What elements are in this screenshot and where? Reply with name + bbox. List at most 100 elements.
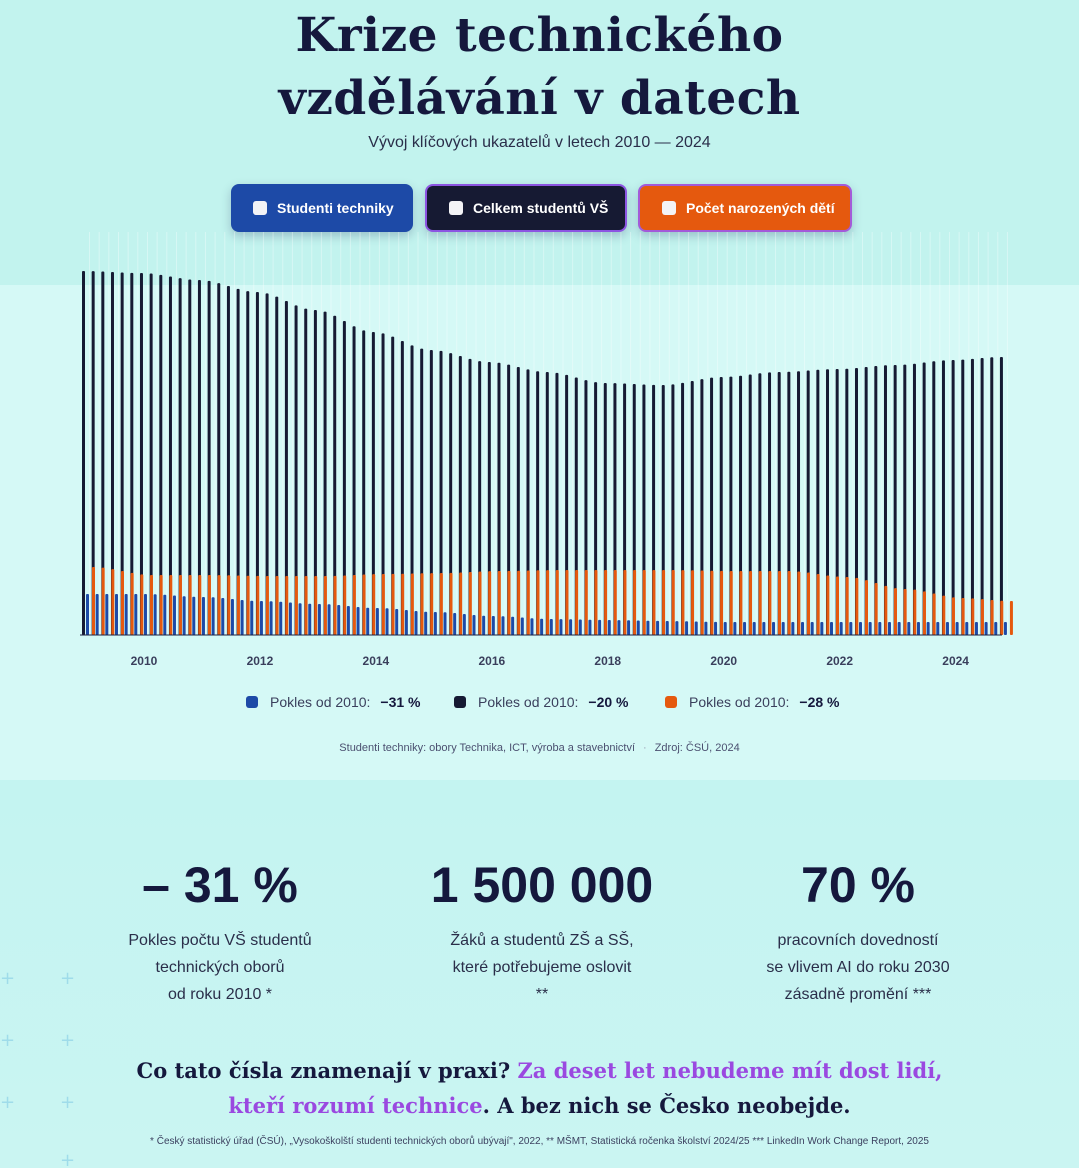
bar-celkem-studentu xyxy=(903,364,907,635)
background-column xyxy=(861,232,863,635)
background-column xyxy=(436,232,438,635)
claim-text: Co tato čísla znamenají v praxi? xyxy=(136,1058,518,1083)
bar-narozene-deti xyxy=(932,593,936,635)
bar-narozene-deti xyxy=(198,575,202,635)
bar-narozene-deti xyxy=(169,575,173,635)
background-column xyxy=(678,232,680,635)
title-line-1: Krize technického xyxy=(295,8,784,63)
x-tick-label: 2010 xyxy=(131,654,158,668)
bar-celkem-studentu xyxy=(507,364,511,635)
bar-studenti-techniky xyxy=(453,613,457,635)
stat-desc-line: pracovních dovedností xyxy=(777,932,939,949)
bar-celkem-studentu xyxy=(478,361,482,635)
source-credit: Zdroj: ČSÚ, 2024 xyxy=(654,742,740,754)
background-column xyxy=(813,232,815,635)
plus-decoration: + xyxy=(0,1092,16,1113)
bar-celkem-studentu xyxy=(941,360,945,635)
background-column xyxy=(630,232,632,635)
bar-studenti-techniky xyxy=(511,616,515,635)
bar-studenti-techniky xyxy=(163,594,167,635)
background-column xyxy=(639,232,641,635)
bar-studenti-techniky xyxy=(95,594,99,635)
bar-narozene-deti xyxy=(671,570,675,635)
stat-description: pracovních dovedností se vlivem AI do ro… xyxy=(708,927,1008,1008)
background-column xyxy=(977,232,979,635)
bar-celkem-studentu xyxy=(806,370,810,635)
closing-statement: Co tato čísla znamenají v praxi? Za dese… xyxy=(0,1053,1079,1123)
bar-celkem-studentu xyxy=(980,357,984,635)
background-column xyxy=(301,232,303,635)
background-column xyxy=(610,232,612,635)
bar-narozene-deti xyxy=(304,576,308,635)
bar-narozene-deti xyxy=(149,575,153,635)
bar-studenti-techniky xyxy=(201,597,205,635)
source-note: Studenti techniky: obory Technika, ICT, … xyxy=(339,742,636,754)
bar-celkem-studentu xyxy=(420,348,424,635)
bar-narozene-deti xyxy=(826,575,830,635)
bar-narozene-deti xyxy=(874,583,878,635)
legend-value: −31 % xyxy=(380,694,421,710)
bar-celkem-studentu xyxy=(912,363,916,635)
toggle-narozene-deti[interactable]: Počet narozených dětí xyxy=(638,184,852,232)
bar-studenti-techniky xyxy=(675,621,679,635)
bar-narozene-deti xyxy=(333,575,337,635)
bar-narozene-deti xyxy=(323,576,327,635)
checkbox-icon[interactable] xyxy=(449,201,463,215)
background-column xyxy=(900,232,902,635)
bar-narozene-deti xyxy=(903,589,907,635)
background-column xyxy=(910,232,912,635)
bar-narozene-deti xyxy=(294,576,298,635)
bar-narozene-deti xyxy=(420,573,424,635)
bar-celkem-studentu xyxy=(294,305,298,635)
bar-narozene-deti xyxy=(227,575,231,635)
bar-celkem-studentu xyxy=(178,278,182,635)
footnote: * Český statistický úřad (ČSÚ), „Vysokoš… xyxy=(150,1136,929,1147)
bar-studenti-techniky xyxy=(588,619,592,635)
bar-studenti-techniky xyxy=(462,614,466,635)
bar-studenti-techniky xyxy=(810,622,814,635)
bar-studenti-techniky xyxy=(965,622,969,635)
bar-studenti-techniky xyxy=(221,598,225,635)
bar-studenti-techniky xyxy=(984,622,988,635)
bar-celkem-studentu xyxy=(323,311,327,635)
stat-desc-line: technických oborů xyxy=(155,959,285,976)
series-toggles: Studenti techniky Celkem studentů VŠ Poč… xyxy=(0,184,1079,232)
bar-studenti-techniky xyxy=(540,618,544,635)
background-column xyxy=(688,232,690,635)
background-column xyxy=(359,232,361,635)
bar-narozene-deti xyxy=(662,570,666,635)
stat-description: Žáků a studentů ZŠ a SŠ, které potřebuje… xyxy=(392,927,692,1008)
background-column xyxy=(794,232,796,635)
bar-narozene-deti xyxy=(555,570,559,635)
chart-legend: Pokles od 2010: −31 % Pokles od 2010: −2… xyxy=(0,694,1079,714)
bar-studenti-techniky xyxy=(801,622,805,635)
stat-desc-line: Žáků a studentů ZŠ a SŠ, xyxy=(450,932,634,949)
bar-narozene-deti xyxy=(710,570,714,635)
x-tick-label: 2014 xyxy=(363,654,390,668)
stat-desc-line: Pokles počtu VŠ studentů xyxy=(128,932,312,949)
bar-narozene-deti xyxy=(507,570,511,635)
bar-studenti-techniky xyxy=(279,601,283,635)
bar-celkem-studentu xyxy=(371,332,375,635)
bar-celkem-studentu xyxy=(555,372,559,635)
bar-studenti-techniky xyxy=(994,622,998,635)
bar-celkem-studentu xyxy=(516,367,520,635)
background-column xyxy=(572,232,574,635)
background-column xyxy=(243,232,245,635)
bar-narozene-deti xyxy=(246,575,250,635)
background-column xyxy=(398,232,400,635)
checkbox-icon[interactable] xyxy=(253,201,267,215)
background-column xyxy=(146,232,148,635)
toggle-celkem-studentu[interactable]: Celkem studentů VŠ xyxy=(425,184,627,232)
toggle-studenti-techniky[interactable]: Studenti techniky xyxy=(231,184,413,232)
background-column xyxy=(475,232,477,635)
bar-narozene-deti xyxy=(961,598,965,635)
bar-narozene-deti xyxy=(613,570,617,635)
background-column xyxy=(98,232,100,635)
bar-narozene-deti xyxy=(739,571,743,635)
bar-studenti-techniky xyxy=(366,607,370,635)
bar-celkem-studentu xyxy=(207,280,211,635)
bar-celkem-studentu xyxy=(255,292,259,635)
checkbox-icon[interactable] xyxy=(662,201,676,215)
background-column xyxy=(311,232,313,635)
